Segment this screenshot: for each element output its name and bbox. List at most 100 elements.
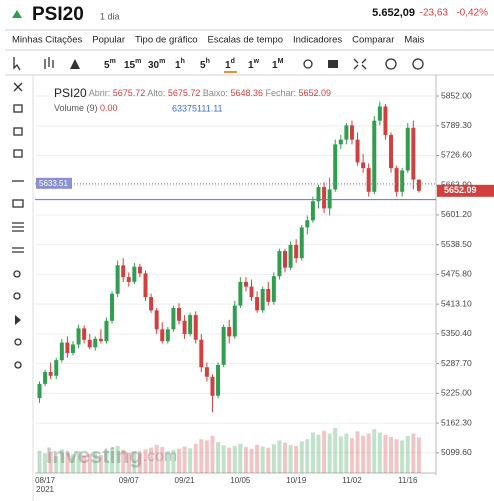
volume-bar bbox=[37, 450, 42, 473]
interval[interactable]: 1h bbox=[175, 58, 185, 71]
volume-bar bbox=[54, 456, 59, 473]
candle-body bbox=[210, 376, 215, 396]
volume-bar bbox=[361, 435, 366, 473]
candles-icon[interactable] bbox=[44, 57, 54, 69]
interval-number: 1 bbox=[175, 60, 181, 71]
candle-body bbox=[333, 144, 338, 190]
volume-bar bbox=[277, 440, 282, 473]
volume-bar bbox=[416, 437, 421, 473]
magnet-tool[interactable] bbox=[14, 338, 22, 346]
up-icon bbox=[12, 10, 22, 18]
candle-body bbox=[149, 297, 154, 311]
candle-body bbox=[93, 338, 98, 348]
tool[interactable] bbox=[13, 127, 23, 136]
interval-unit: h bbox=[206, 58, 210, 65]
close-tool[interactable] bbox=[13, 82, 23, 92]
volume-name: Volume (9) bbox=[54, 103, 98, 113]
reference-label: 5633.51 bbox=[39, 179, 68, 188]
cursor-icon[interactable] bbox=[13, 57, 21, 71]
watermark: Investing.com bbox=[46, 443, 177, 468]
menu-item[interactable]: Indicadores bbox=[293, 35, 342, 46]
y-tick-label: 5726.60 bbox=[441, 150, 472, 160]
interval-number: 1 bbox=[248, 60, 254, 71]
menu-item[interactable]: Escalas de tempo bbox=[207, 35, 283, 46]
volume-bar bbox=[70, 454, 75, 473]
volume-bar bbox=[193, 443, 198, 473]
fib-tool[interactable] bbox=[12, 222, 24, 232]
volume-bar bbox=[171, 449, 176, 473]
volume-bar bbox=[160, 447, 165, 473]
volume-bar bbox=[316, 434, 321, 473]
candle-body bbox=[76, 328, 81, 345]
volume-bar bbox=[93, 452, 98, 473]
camera-icon[interactable] bbox=[328, 60, 338, 68]
candle-body bbox=[115, 265, 120, 294]
volume-bar bbox=[48, 451, 53, 473]
legend-value: 5675.72 bbox=[113, 88, 146, 98]
interval-number: 30 bbox=[148, 60, 160, 71]
volume-bar bbox=[76, 451, 81, 473]
interval[interactable]: 1w bbox=[248, 58, 260, 71]
volume-bar bbox=[104, 450, 109, 473]
area-icon[interactable] bbox=[70, 59, 80, 69]
volume-bar bbox=[176, 448, 181, 473]
tool[interactable] bbox=[13, 149, 23, 158]
y-tick-label: 5413.10 bbox=[441, 298, 472, 308]
legend-symbol: PSI20 bbox=[54, 86, 87, 100]
candle-body bbox=[160, 329, 165, 342]
candle-body bbox=[171, 307, 176, 330]
volume-bar bbox=[59, 449, 64, 473]
x-tick-label: 11/02 bbox=[342, 476, 362, 485]
fullscreen-icon[interactable] bbox=[353, 58, 367, 70]
tool[interactable] bbox=[14, 361, 22, 369]
menu-item[interactable]: Minhas Citações bbox=[12, 35, 82, 46]
legend-value: 5652.09 bbox=[299, 88, 332, 98]
y-tick-label: 5538.50 bbox=[441, 239, 472, 249]
candle-body bbox=[193, 315, 198, 340]
tool[interactable] bbox=[15, 315, 21, 325]
volume-bar bbox=[204, 440, 209, 473]
candle-body bbox=[294, 244, 299, 259]
candle-body bbox=[327, 189, 332, 209]
zoom-out[interactable] bbox=[13, 292, 21, 300]
volume-legend: Volume (9) 0.00 bbox=[54, 103, 118, 113]
volume-bar bbox=[115, 446, 120, 473]
y-tick-label: 5287.70 bbox=[441, 358, 472, 368]
reference-label-box bbox=[36, 177, 72, 189]
interval[interactable]: 1d bbox=[225, 58, 235, 71]
rect-tool[interactable] bbox=[12, 199, 24, 208]
download-icon[interactable] bbox=[385, 58, 397, 70]
menu-item[interactable]: Tipo de gráfico bbox=[135, 35, 198, 46]
tool[interactable] bbox=[13, 104, 23, 113]
volume-bar bbox=[210, 435, 215, 473]
volume-bar bbox=[143, 449, 148, 473]
upload-icon[interactable] bbox=[412, 58, 424, 70]
candle-body bbox=[277, 251, 282, 277]
candle-body bbox=[104, 320, 109, 342]
candle-body bbox=[43, 371, 48, 384]
zoom-in[interactable] bbox=[13, 270, 21, 278]
volume-bar bbox=[149, 447, 154, 473]
menu-item[interactable]: Popular bbox=[92, 35, 125, 46]
interval-number: 1 bbox=[272, 60, 278, 71]
interval[interactable]: 5m bbox=[104, 58, 116, 71]
interval[interactable]: 15m bbox=[124, 58, 141, 71]
interval[interactable]: 5h bbox=[200, 58, 210, 71]
volume-bar bbox=[377, 432, 382, 473]
candle-body bbox=[82, 328, 87, 340]
candle-body bbox=[70, 344, 75, 354]
menu-item[interactable]: Mais bbox=[404, 35, 424, 46]
candle-body bbox=[126, 277, 131, 282]
interval[interactable]: 1M bbox=[272, 58, 284, 71]
tool[interactable] bbox=[12, 247, 24, 253]
volume-bar bbox=[132, 451, 137, 473]
legend-label: Alto: bbox=[147, 88, 165, 98]
menu-item[interactable]: Comparar bbox=[352, 35, 394, 46]
candle-body bbox=[199, 339, 204, 368]
interval[interactable]: 30m bbox=[148, 58, 165, 71]
candle-body bbox=[389, 134, 394, 169]
candle-body bbox=[121, 265, 126, 278]
settings-icon[interactable] bbox=[303, 59, 313, 69]
volume-bar bbox=[405, 435, 410, 473]
